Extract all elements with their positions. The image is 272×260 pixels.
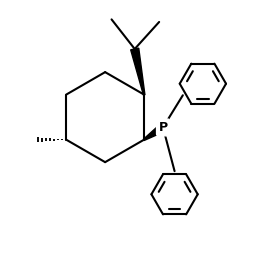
Polygon shape: [144, 124, 165, 140]
Text: P: P: [159, 121, 168, 134]
Polygon shape: [131, 48, 145, 95]
